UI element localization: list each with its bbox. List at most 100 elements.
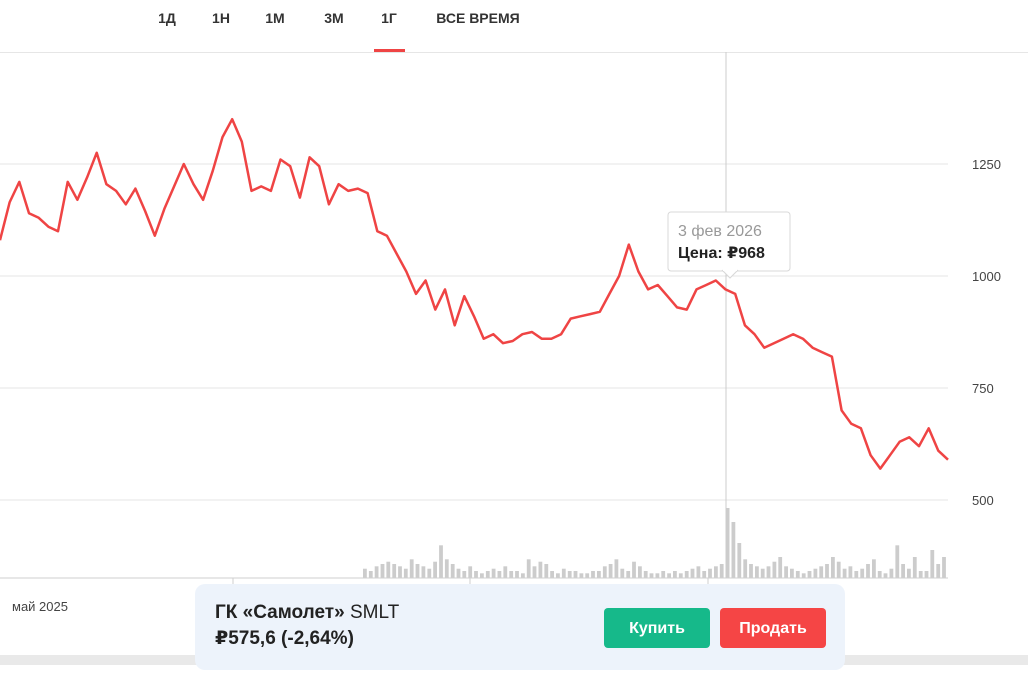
volume-bar	[409, 559, 414, 578]
volume-bar	[433, 561, 437, 578]
volume-bar	[684, 571, 689, 578]
volume-bar	[737, 543, 742, 578]
volume-bar	[725, 508, 730, 578]
volume-bar	[760, 568, 765, 578]
volume-bar	[895, 545, 900, 578]
volume-bar	[521, 573, 525, 578]
volume-bar	[532, 566, 537, 578]
volume-bar	[924, 571, 929, 578]
volume-bars	[363, 508, 946, 578]
volume-bar	[638, 566, 642, 578]
y-tick-label: 500	[972, 493, 994, 508]
volume-bar	[398, 566, 402, 578]
volume-bar	[550, 571, 554, 578]
volume-bar	[421, 566, 426, 578]
instrument-name: ГК «Самолет» SMLT	[215, 602, 399, 624]
volume-bar	[936, 564, 941, 578]
volume-bar	[497, 571, 502, 578]
volume-bar	[632, 561, 636, 578]
volume-bar	[468, 566, 473, 578]
volume-bar	[450, 564, 455, 578]
active-tab-indicator	[374, 49, 405, 52]
volume-bar	[912, 557, 917, 578]
tab-3m[interactable]: 3М	[324, 10, 344, 26]
tab-1d[interactable]: 1Д	[158, 10, 176, 26]
volume-bar	[427, 568, 432, 578]
volume-bar	[702, 571, 707, 578]
y-axis-labels: 500 750 1000 1250	[972, 157, 1001, 508]
volume-bar	[392, 564, 397, 578]
volume-bar	[415, 564, 420, 578]
volume-bar	[526, 559, 531, 578]
volume-bar	[766, 566, 771, 578]
volume-bar	[790, 568, 794, 578]
volume-bar	[731, 522, 736, 578]
volume-bar	[795, 571, 800, 578]
volume-bar	[655, 573, 660, 578]
tab-1m[interactable]: 1М	[265, 10, 285, 26]
volume-bar	[573, 571, 578, 578]
buy-button[interactable]: Купить	[604, 608, 710, 648]
volume-bar	[491, 568, 496, 578]
volume-bar	[860, 568, 865, 578]
grid-lines	[0, 163, 948, 501]
tab-all-time[interactable]: ВСЕ ВРЕМЯ	[436, 10, 520, 26]
volume-bar	[456, 568, 461, 578]
volume-bar	[386, 561, 391, 578]
volume-bar	[363, 568, 367, 578]
volume-bar	[515, 571, 519, 578]
volume-bar	[368, 571, 373, 578]
volume-bar	[614, 559, 619, 578]
volume-bar	[784, 566, 788, 578]
volume-bar	[918, 571, 923, 578]
period-tabs: 1Д 1Н 1М 3М 1Г ВСЕ ВРЕМЯ	[0, 0, 1028, 53]
volume-bar	[602, 566, 607, 578]
tab-1y[interactable]: 1Г	[381, 10, 397, 26]
x-tick-label: май 2025	[12, 599, 68, 614]
y-tick-label: 750	[972, 381, 994, 396]
volume-bar	[749, 564, 753, 578]
sell-button[interactable]: Продать	[720, 608, 826, 648]
volume-bar	[877, 571, 882, 578]
volume-bar	[813, 568, 818, 578]
volume-bar	[667, 573, 671, 578]
tooltip-date: 3 фев 2026	[678, 223, 762, 240]
volume-bar	[901, 564, 905, 578]
volume-bar	[714, 566, 718, 578]
volume-bar	[807, 571, 812, 578]
volume-bar	[643, 571, 648, 578]
tab-1w[interactable]: 1Н	[212, 10, 230, 26]
volume-bar	[509, 571, 514, 578]
volume-bar	[649, 573, 654, 578]
volume-bar	[778, 557, 783, 578]
volume-bar	[567, 571, 572, 578]
volume-bar	[708, 568, 712, 578]
volume-bar	[608, 564, 613, 578]
volume-bar	[544, 564, 549, 578]
instrument-panel: ГК «Самолет» SMLT ₽575,6 (-2,64%) Купить…	[195, 584, 845, 670]
volume-bar	[719, 564, 724, 578]
price-chart[interactable]: 500 750 1000 1250 май 2025 3 фев 2026 Цена:…	[0, 0, 1028, 655]
volume-bar	[907, 568, 911, 578]
volume-bar	[444, 559, 449, 578]
volume-bar	[690, 568, 695, 578]
volume-bar	[538, 561, 543, 578]
volume-bar	[743, 559, 748, 578]
price-series-line	[0, 117, 949, 470]
volume-bar	[591, 571, 595, 578]
volume-bar	[866, 564, 870, 578]
volume-bar	[585, 573, 590, 578]
volume-bar	[930, 550, 935, 578]
volume-bar	[889, 568, 894, 578]
tooltip-price: Цена: ₽968	[678, 245, 765, 262]
volume-bar	[403, 568, 408, 578]
volume-bar	[439, 545, 443, 578]
volume-bar	[854, 571, 859, 578]
volume-bar	[480, 573, 484, 578]
volume-bar	[503, 566, 508, 578]
volume-bar	[872, 559, 876, 578]
volume-bar	[819, 566, 824, 578]
volume-bar	[485, 571, 490, 578]
volume-bar	[842, 568, 847, 578]
volume-bar	[673, 571, 677, 578]
